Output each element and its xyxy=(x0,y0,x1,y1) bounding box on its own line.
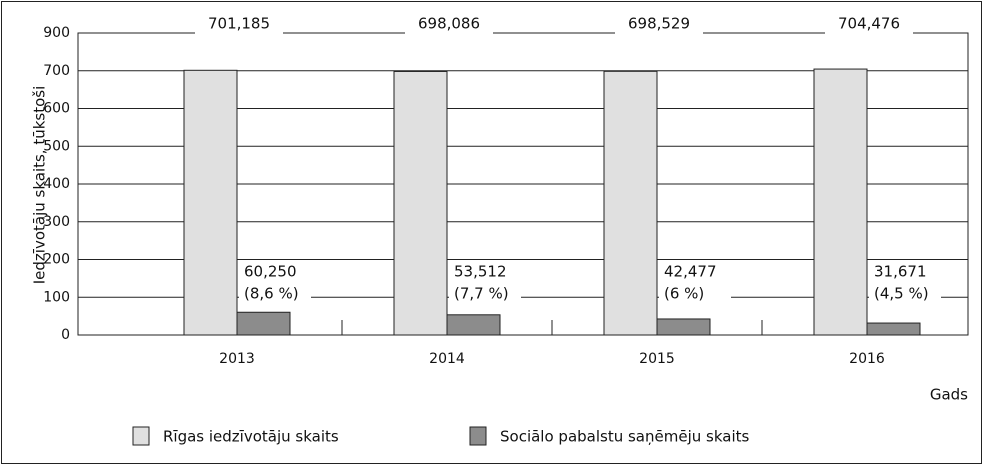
data-label: 701,185 xyxy=(208,15,270,33)
label-bg xyxy=(869,261,941,306)
data-label: 53,512 xyxy=(454,263,507,281)
y-tick-label: 0 xyxy=(61,327,70,343)
label-bg xyxy=(449,261,521,306)
label-bg xyxy=(405,13,493,35)
y-tick-label: 200 xyxy=(43,252,70,268)
data-label: 42,477 xyxy=(664,263,717,281)
plot-area xyxy=(77,32,969,336)
x-axis-label: Gads xyxy=(930,386,968,404)
y-tick-label: 600 xyxy=(43,101,70,117)
y-tick-label: 400 xyxy=(43,176,70,192)
y-tick-label: 900 xyxy=(43,25,70,41)
legend-label: Sociālo pabalstu saņēmēju skaits xyxy=(500,428,749,446)
label-bg xyxy=(239,261,311,306)
share-label: (7,7 %) xyxy=(454,285,509,303)
x-tick-label: 2016 xyxy=(849,351,885,367)
legend-label: Rīgas iedzīvotāju skaits xyxy=(163,428,339,446)
data-label: 60,250 xyxy=(244,263,297,281)
data-label: 704,476 xyxy=(838,15,900,33)
share-label: (8,6 %) xyxy=(244,285,299,303)
y-tick-label: 700 xyxy=(43,63,70,79)
label-bg xyxy=(615,13,703,35)
bar xyxy=(866,322,921,336)
share-label: (4,5 %) xyxy=(874,285,929,303)
y-tick-label: 500 xyxy=(43,138,70,154)
bar xyxy=(446,314,501,336)
bar xyxy=(236,311,291,336)
bar xyxy=(393,70,448,336)
label-bg xyxy=(659,261,731,306)
data-label: 31,671 xyxy=(874,263,927,281)
legend-swatch xyxy=(469,426,487,446)
x-tick-label: 2014 xyxy=(429,351,465,367)
x-tick-label: 2013 xyxy=(219,351,255,367)
data-label: 698,529 xyxy=(628,15,690,33)
share-label: (6 %) xyxy=(664,285,704,303)
y-tick-label: 300 xyxy=(43,214,70,230)
data-label: 698,086 xyxy=(418,15,480,33)
legend-swatch xyxy=(132,426,150,446)
label-bg xyxy=(195,13,283,35)
bar xyxy=(656,318,711,336)
bar xyxy=(603,70,658,336)
y-axis-label: Iedzīvotāju skaits, tūkstoši xyxy=(31,86,49,285)
bar xyxy=(183,69,238,336)
label-bg xyxy=(825,13,913,35)
x-tick-label: 2015 xyxy=(639,351,675,367)
y-tick-label: 100 xyxy=(43,289,70,305)
bar xyxy=(813,68,868,336)
